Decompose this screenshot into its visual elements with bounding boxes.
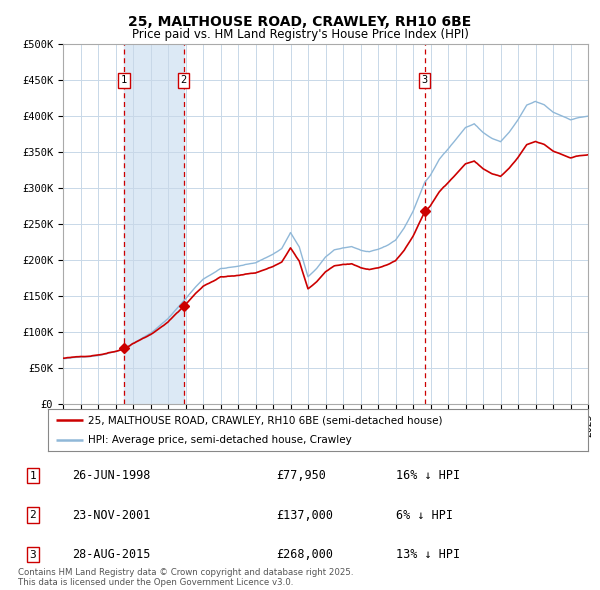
Text: 25, MALTHOUSE ROAD, CRAWLEY, RH10 6BE: 25, MALTHOUSE ROAD, CRAWLEY, RH10 6BE xyxy=(128,15,472,29)
Text: £268,000: £268,000 xyxy=(276,548,333,561)
Text: Contains HM Land Registry data © Crown copyright and database right 2025.
This d: Contains HM Land Registry data © Crown c… xyxy=(18,568,353,587)
Text: 3: 3 xyxy=(29,550,37,559)
Text: 6% ↓ HPI: 6% ↓ HPI xyxy=(396,509,453,522)
Text: 23-NOV-2001: 23-NOV-2001 xyxy=(72,509,151,522)
Text: 2: 2 xyxy=(29,510,37,520)
Text: 2: 2 xyxy=(181,76,187,85)
Text: £77,950: £77,950 xyxy=(276,469,326,482)
Text: 1: 1 xyxy=(29,471,37,480)
Text: 3: 3 xyxy=(421,76,428,85)
Text: HPI: Average price, semi-detached house, Crawley: HPI: Average price, semi-detached house,… xyxy=(89,435,352,445)
Text: 28-AUG-2015: 28-AUG-2015 xyxy=(72,548,151,561)
Text: 16% ↓ HPI: 16% ↓ HPI xyxy=(396,469,460,482)
Text: 13% ↓ HPI: 13% ↓ HPI xyxy=(396,548,460,561)
Text: £137,000: £137,000 xyxy=(276,509,333,522)
Text: 1: 1 xyxy=(121,76,127,85)
Text: 26-JUN-1998: 26-JUN-1998 xyxy=(72,469,151,482)
Text: Price paid vs. HM Land Registry's House Price Index (HPI): Price paid vs. HM Land Registry's House … xyxy=(131,28,469,41)
Bar xyxy=(124,44,184,404)
Text: 25, MALTHOUSE ROAD, CRAWLEY, RH10 6BE (semi-detached house): 25, MALTHOUSE ROAD, CRAWLEY, RH10 6BE (s… xyxy=(89,415,443,425)
